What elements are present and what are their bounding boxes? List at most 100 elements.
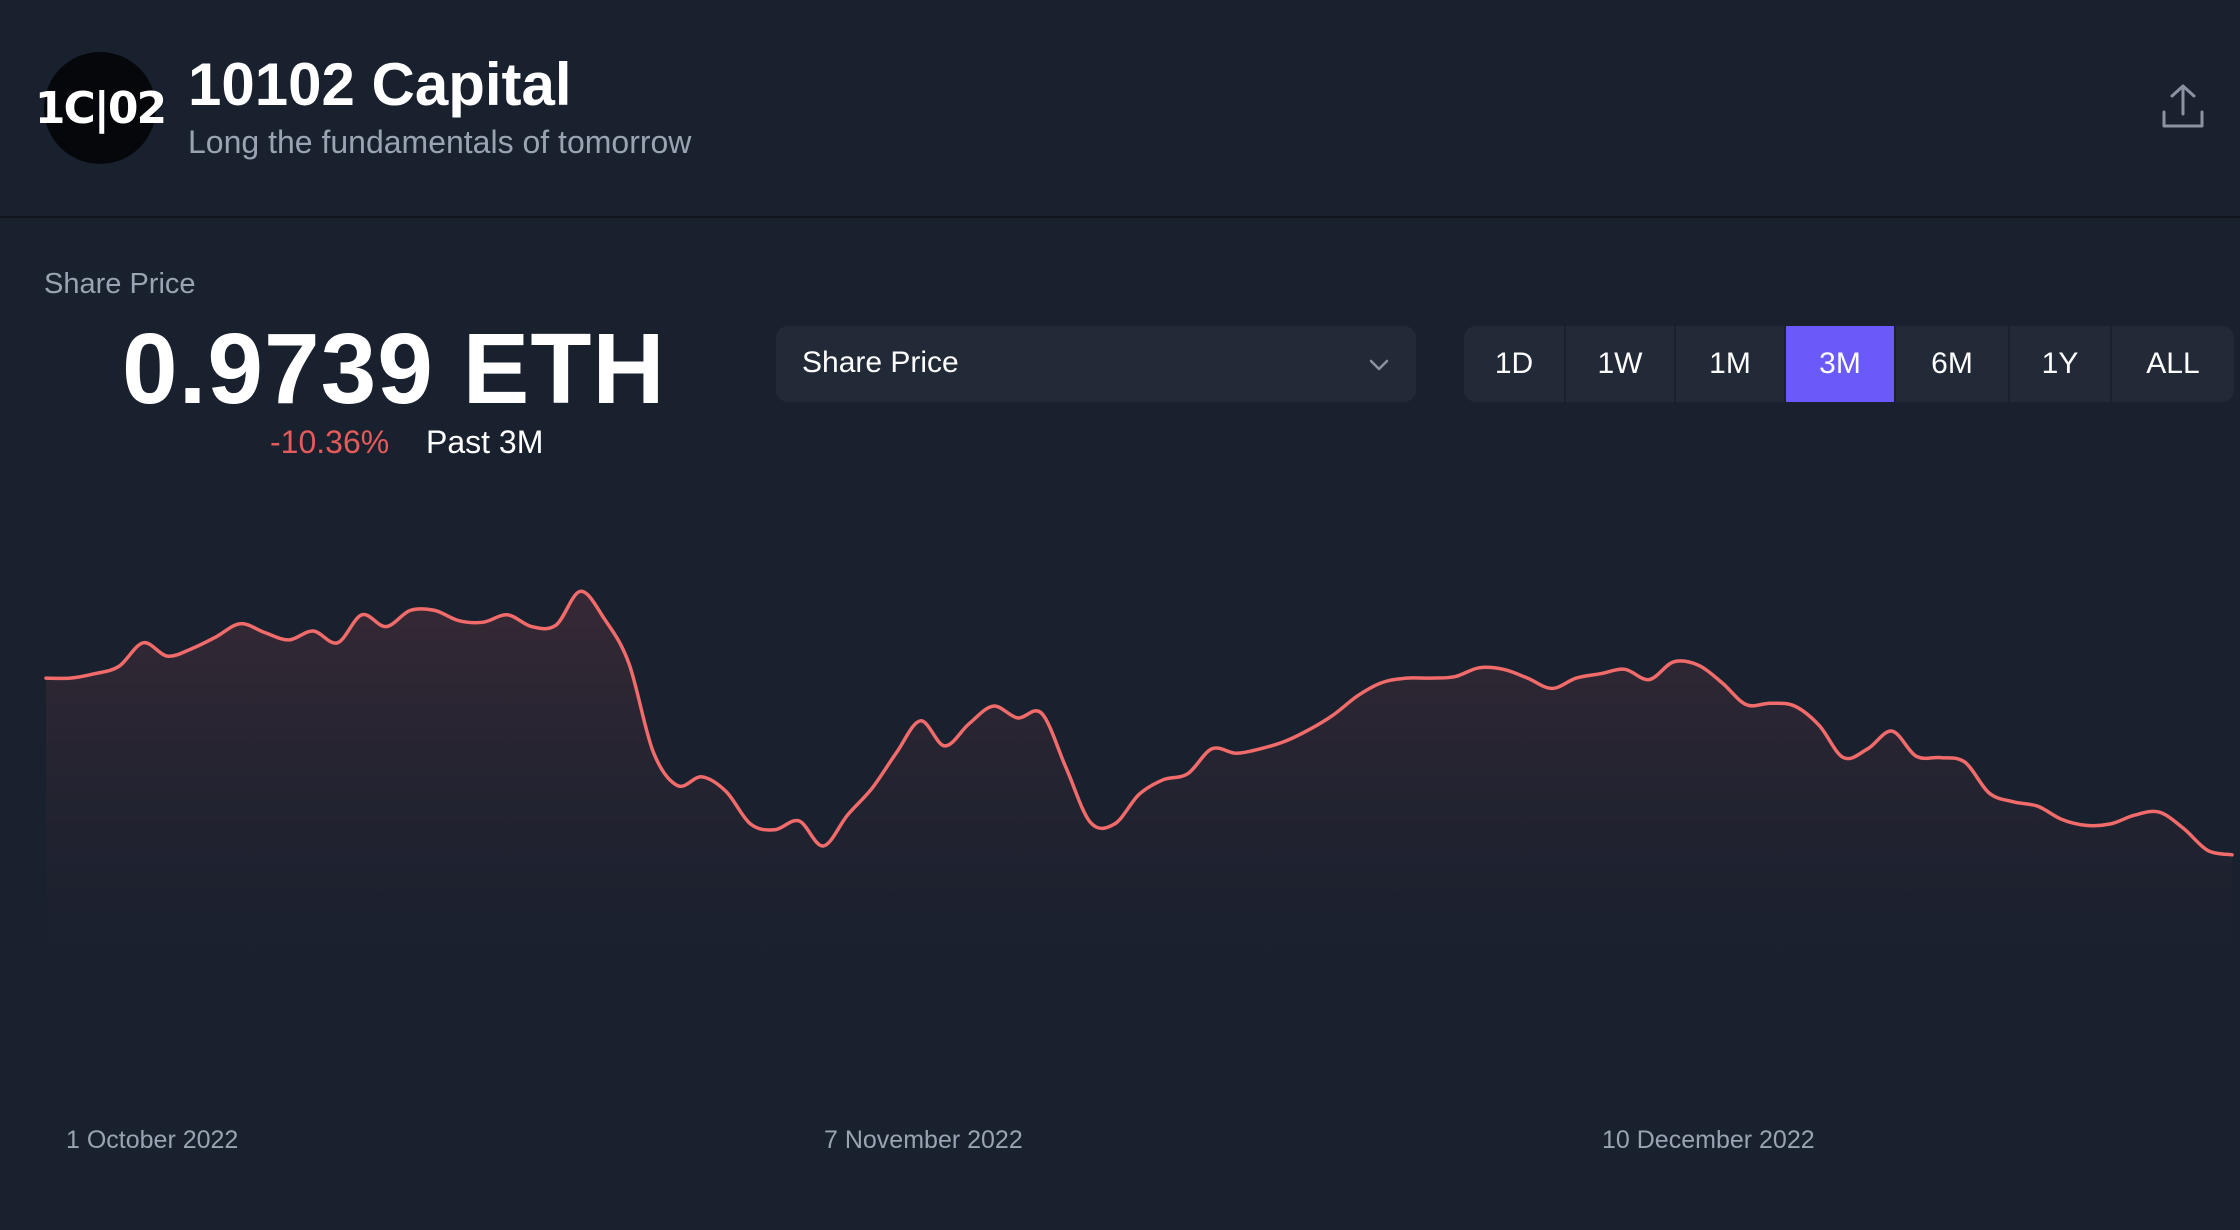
range-button-1w[interactable]: 1W [1566,326,1676,402]
range-button-3m[interactable]: 3M [1786,326,1896,402]
data-point [1063,765,1069,771]
data-point [140,640,146,646]
data-point [1719,680,1725,686]
data-point [286,637,292,643]
range-button-1m[interactable]: 1M [1676,326,1786,402]
data-point [602,616,608,622]
fund-title: 10102 Capital [188,51,572,118]
data-point [1112,821,1118,827]
data-point [1428,675,1434,681]
data-point [796,818,802,824]
data-point [723,789,729,795]
header: 1C|02 10102 Capital Long the fundamental… [0,0,2240,218]
data-point [1792,703,1798,709]
change-period: Past 3M [426,424,544,460]
data-point [1257,746,1263,752]
data-point [2010,799,2016,805]
data-point [1840,755,1846,761]
data-point [650,749,656,755]
data-point [116,663,122,669]
share-upload-icon[interactable] [2160,82,2206,132]
share-price-value: 0.9739 ETH [122,313,666,425]
data-point [2156,809,2162,815]
data-point [2180,825,2186,831]
data-point [1816,722,1822,728]
fund-subtitle: Long the fundamentals of tomorrow [188,124,692,160]
metric-select-dropdown[interactable]: Share Price [776,326,1416,402]
data-point [505,612,511,618]
data-point [1403,675,1409,681]
data-point [699,774,705,780]
data-point [67,675,73,681]
data-point [529,624,535,630]
chevron-down-icon [1369,359,1389,371]
metric-label: Share Price [44,268,196,300]
data-point [213,634,219,640]
price-change-percent: -10.36% [270,424,390,460]
data-point [1500,666,1506,672]
data-point [2108,821,2114,827]
data-point [1306,727,1312,733]
data-point [1549,685,1555,691]
data-point [1282,738,1288,744]
range-button-all[interactable]: ALL [2112,326,2234,402]
data-point [1865,746,1871,752]
data-point [577,588,583,594]
range-button-1d[interactable]: 1D [1464,326,1566,402]
data-point [2035,803,2041,809]
data-point [1015,715,1021,721]
series-line [44,589,2234,857]
data-point [747,821,753,827]
data-point [1889,728,1895,734]
range-button-1y[interactable]: 1Y [2010,326,2112,402]
data-point [2083,822,2089,828]
data-point [820,843,826,849]
data-point [2205,847,2211,853]
data-point [432,607,438,613]
data-point [164,653,170,659]
data-point [1573,675,1579,681]
data-point [1160,777,1166,783]
data-point [1209,746,1215,752]
chart-area-fill [46,591,2232,1030]
data-point [359,612,365,618]
data-point [917,718,923,724]
data-point [456,618,462,624]
data-point [1913,753,1919,759]
logo-wordmark: 1C|02 [34,82,167,134]
data-point [1452,674,1458,680]
data-point [1598,671,1604,677]
data-point [1525,675,1531,681]
data-point [262,630,268,636]
data-point [1622,666,1628,672]
data-point [1695,662,1701,668]
data-point [383,624,389,630]
data-point [2059,817,2065,823]
data-point [237,621,243,627]
data-point [1136,791,1142,797]
data-point [772,827,778,833]
data-point [1670,659,1676,665]
data-point [869,786,875,792]
range-button-6m[interactable]: 6M [1896,326,2010,402]
data-point [626,660,632,666]
logo-text: 1C|02 [34,82,167,134]
data-point [553,622,559,628]
data-point [2132,812,2138,818]
x-tick-label: 1 October 2022 [66,1126,238,1154]
dropdown-selected-value: Share Price [802,346,959,379]
time-range-selector: 1D 1W 1M 3M 6M 1Y ALL [1464,326,2234,402]
data-point [189,646,195,652]
data-point [407,607,413,613]
x-tick-label: 10 December 2022 [1602,1126,1815,1154]
data-point [942,743,948,749]
data-point [845,812,851,818]
x-tick-label: 7 November 2022 [824,1126,1023,1154]
data-point [1938,755,1944,761]
data-point [1379,680,1385,686]
data-point [1646,677,1652,683]
fund-logo: 1C|02 [35,52,167,164]
data-point [675,783,681,789]
data-point [990,703,996,709]
